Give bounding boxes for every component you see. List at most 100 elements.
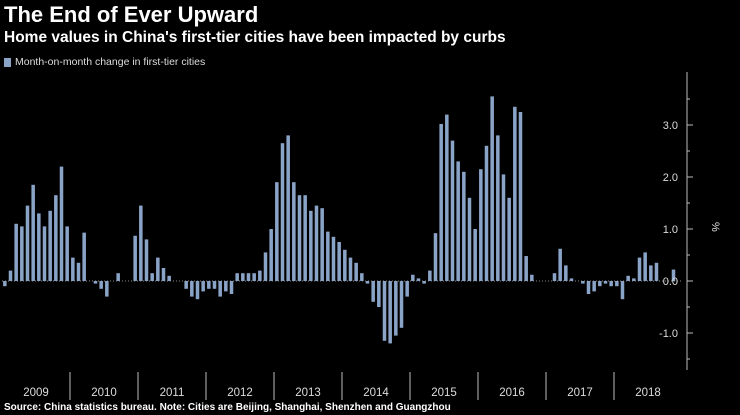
bar (269, 229, 273, 281)
bar (473, 229, 477, 281)
bar (48, 210, 52, 281)
bar (258, 270, 262, 281)
bar (569, 278, 574, 281)
y-tick-label: -1.0 (659, 328, 678, 340)
bar (212, 281, 217, 289)
bar (252, 273, 256, 281)
bar (399, 281, 404, 328)
bar (479, 169, 483, 281)
bar (377, 281, 381, 307)
bar (354, 262, 358, 281)
legend-label: Month-on-month change in first-tier citi… (15, 56, 206, 68)
bar (150, 273, 154, 281)
bar (365, 281, 370, 284)
bar (609, 281, 613, 287)
bar (144, 239, 149, 281)
bar (620, 281, 625, 300)
bar (331, 236, 336, 281)
bar (116, 273, 120, 281)
bar (37, 213, 41, 281)
bar (462, 171, 466, 281)
x-tick-label: 2018 (635, 387, 661, 399)
x-tick-label: 2014 (363, 387, 389, 399)
bar (105, 281, 109, 297)
legend: Month-on-month change in first-tier citi… (4, 56, 205, 68)
bar (65, 226, 69, 281)
bar (348, 257, 353, 281)
bar (558, 248, 562, 281)
bar (388, 281, 392, 344)
y-tick-label: 2.0 (663, 172, 678, 184)
bar (71, 257, 75, 281)
bar (632, 278, 636, 281)
bar (507, 197, 511, 281)
bar (603, 281, 608, 284)
bar (156, 257, 160, 281)
bar (422, 281, 426, 284)
bar (371, 281, 375, 302)
bar (297, 195, 302, 281)
bar (649, 265, 653, 281)
bar (411, 274, 415, 281)
bar (456, 161, 460, 281)
y-axis-unit-label: % (709, 222, 721, 232)
bar (161, 268, 166, 281)
bar (518, 112, 523, 281)
bar (343, 249, 347, 281)
bar (167, 275, 171, 281)
y-tick-label: 1.0 (663, 224, 678, 236)
bar (59, 166, 64, 281)
bar (235, 273, 239, 281)
bar (31, 184, 35, 281)
bar (133, 235, 137, 281)
bar (360, 273, 364, 281)
bar (501, 174, 506, 281)
x-tick-label: 2017 (567, 387, 593, 399)
bar (246, 273, 251, 281)
bar (195, 281, 200, 300)
bar (484, 145, 489, 281)
bar (320, 208, 324, 281)
legend-swatch (4, 57, 11, 67)
x-tick-label: 2012 (227, 387, 253, 399)
bar (445, 114, 449, 281)
bar (93, 281, 98, 284)
bar (450, 140, 455, 281)
bar (25, 205, 30, 281)
chart-subtitle: Home values in China's first-tier cities… (4, 29, 506, 46)
x-tick-label: 2015 (431, 387, 457, 399)
bar (54, 195, 58, 281)
bar (20, 226, 24, 281)
bar (586, 281, 591, 294)
bar (598, 281, 602, 287)
bar (14, 223, 18, 281)
x-tick-label: 2011 (160, 387, 185, 399)
bar (581, 281, 585, 284)
x-tick-label: 2013 (295, 387, 321, 399)
bar (76, 262, 81, 281)
bar (275, 182, 279, 281)
y-tick-label: 0.0 (663, 276, 678, 288)
source-note: Source: China statistics bureau. Note: C… (4, 402, 451, 413)
bar (552, 273, 557, 281)
bar (592, 281, 596, 292)
bars-layer (3, 96, 676, 344)
y-tick-label: 3.0 (663, 120, 678, 132)
bar (428, 270, 432, 281)
bar (626, 275, 630, 281)
bar (201, 281, 205, 292)
bar (207, 281, 211, 289)
bar (637, 257, 642, 281)
bar (303, 195, 307, 281)
bar (496, 135, 500, 281)
bar (439, 123, 443, 282)
bar (524, 256, 528, 281)
bar (326, 231, 330, 281)
bar (229, 281, 234, 294)
bar (643, 252, 647, 281)
bar (218, 281, 222, 297)
bar (382, 281, 387, 341)
bar (224, 281, 228, 292)
bar (564, 265, 568, 281)
